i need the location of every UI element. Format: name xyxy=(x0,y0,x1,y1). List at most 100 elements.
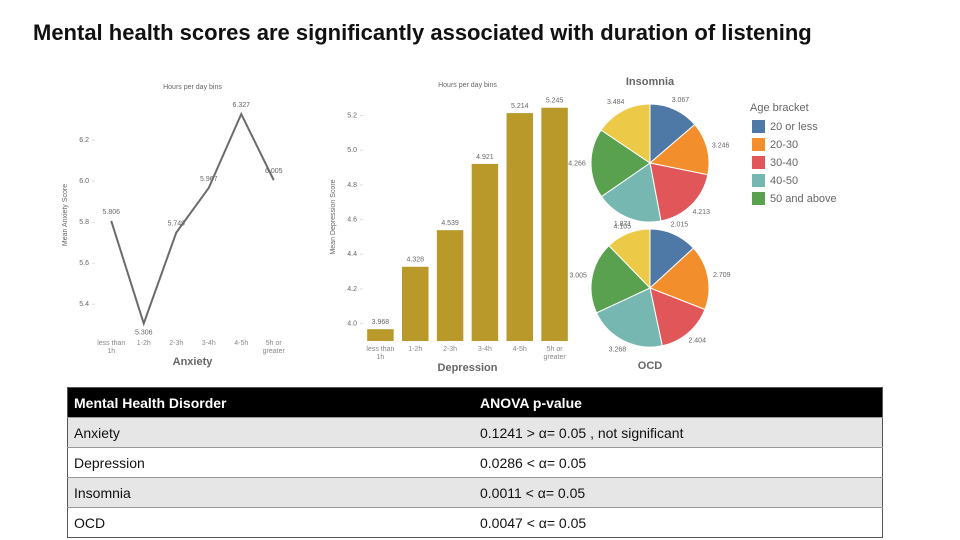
table-cell: OCD xyxy=(67,507,474,538)
pie-slice xyxy=(648,123,710,176)
pie-slice xyxy=(608,228,651,290)
data-label: 3.268 xyxy=(609,347,627,354)
table-cell: Depression xyxy=(67,447,474,478)
x-tick-label: 2-3h xyxy=(443,346,458,353)
data-label: 4.539 xyxy=(441,220,459,227)
legend-label: 20 or less xyxy=(770,121,818,133)
y-tick-label: 4.6 xyxy=(347,216,357,223)
table-row: Anxiety 0.1241 > α= 0.05 , not significan… xyxy=(67,417,883,448)
x-tick-label: 3-4h xyxy=(477,346,492,353)
pie-slice xyxy=(590,129,651,198)
x-tick-label: 2-3h xyxy=(169,340,184,347)
table-header: Mental Health Disorder ANOVA p-value xyxy=(67,387,883,418)
data-label: 4.328 xyxy=(406,257,424,264)
bar xyxy=(541,107,568,341)
x-tick-label: 5h or greater xyxy=(262,340,285,355)
data-label: 5.806 xyxy=(102,209,120,216)
x-tick-label: less than 1h xyxy=(366,346,395,361)
legend-label: 30-40 xyxy=(770,157,798,169)
data-label: 3.246 xyxy=(712,142,730,149)
x-tick-label: 3-4h xyxy=(201,340,216,347)
data-label: 3.968 xyxy=(372,319,390,326)
chart-subtitle: Hours per day bins xyxy=(438,82,497,89)
y-tick-label: 5.8 xyxy=(79,219,89,226)
table-cell: 0.0047 < α= 0.05 xyxy=(474,507,883,538)
pie-slice xyxy=(649,247,710,311)
table-cell: 0.1241 > α= 0.05 , not significant xyxy=(474,417,883,448)
legend-swatch xyxy=(752,138,765,151)
chart-title: Insomnia xyxy=(626,76,675,88)
line xyxy=(110,111,275,327)
data-label: 5.306 xyxy=(135,329,153,336)
chart-subtitle: Hours per day bins xyxy=(163,84,222,91)
bar xyxy=(471,163,499,341)
pie-slice xyxy=(600,103,651,164)
x-tick-label: 4-5h xyxy=(512,346,527,353)
bar xyxy=(367,329,394,341)
bar xyxy=(402,266,429,341)
y-tick-label: 5.0 xyxy=(347,147,357,154)
header-cell: ANOVA p-value xyxy=(474,387,883,418)
chart-title: OCD xyxy=(638,360,663,372)
pie-slice xyxy=(595,287,663,348)
data-label: 6.327 xyxy=(232,102,250,109)
y-axis-label: Mean Anxiety Score xyxy=(62,184,69,246)
legend-label: 20-30 xyxy=(770,139,798,151)
data-label: 5.749 xyxy=(167,220,185,227)
data-label: 5.967 xyxy=(200,176,218,183)
data-label: 5.245 xyxy=(546,98,564,105)
data-label: 3.484 xyxy=(607,99,625,106)
pie-slice xyxy=(590,244,651,314)
pie-slice xyxy=(649,162,709,222)
table-cell: 0.0011 < α= 0.05 xyxy=(474,477,883,508)
data-label: 4.266 xyxy=(568,160,586,167)
slide-title: Mental health scores are significantly a… xyxy=(33,20,812,45)
y-tick-label: 5.6 xyxy=(79,260,89,267)
legend-label: 50 and above xyxy=(770,193,837,205)
chart-title: Anxiety xyxy=(173,356,214,368)
y-axis-label: Mean Depression Score xyxy=(330,179,337,254)
data-label: 4.213 xyxy=(692,209,710,216)
legend-title: Age bracket xyxy=(750,102,809,114)
table-row: Depression 0.0286 < α= 0.05 xyxy=(67,447,883,478)
table-cell: 0.0286 < α= 0.05 xyxy=(474,447,883,478)
data-label: 5.214 xyxy=(511,103,529,110)
y-tick-label: 4.0 xyxy=(347,321,357,328)
data-label: 1.871 xyxy=(614,221,632,228)
x-tick-label: 1-2h xyxy=(408,346,423,353)
data-label: 3.067 xyxy=(672,97,690,104)
data-label: 2.404 xyxy=(688,337,706,344)
legend-swatch xyxy=(752,192,765,205)
y-tick-label: 6.2 xyxy=(79,137,89,144)
x-tick-label: less than 1h xyxy=(97,340,126,355)
legend-swatch xyxy=(752,156,765,169)
y-tick-label: 5.2 xyxy=(347,112,357,119)
table-row: OCD 0.0047 < α= 0.05 xyxy=(67,507,883,538)
x-tick-label: 5h or greater xyxy=(543,346,566,361)
legend-swatch xyxy=(752,174,765,187)
data-label: 2.709 xyxy=(713,272,731,279)
x-tick-label: 1-2h xyxy=(136,340,151,347)
x-tick-label: 4-5h xyxy=(234,340,249,347)
table-row: Insomnia 0.0011 < α= 0.05 xyxy=(67,477,883,508)
pie-slice xyxy=(600,162,662,223)
data-label: 6.005 xyxy=(265,168,283,175)
chart-title: Depression xyxy=(438,362,498,374)
data-label: 4.921 xyxy=(476,154,494,161)
bar xyxy=(506,113,533,341)
data-label: 4.105 xyxy=(614,224,632,231)
data-label: 2.015 xyxy=(671,222,689,229)
data-label: 3.005 xyxy=(569,272,587,279)
y-tick-label: 4.8 xyxy=(347,182,357,189)
bar xyxy=(436,230,464,341)
y-tick-label: 5.4 xyxy=(79,301,89,308)
y-tick-label: 6.0 xyxy=(79,178,89,185)
legend-swatch xyxy=(752,120,765,133)
anova-table: Mental Health Disorder ANOVA p-value Anx… xyxy=(67,387,883,538)
header-cell: Mental Health Disorder xyxy=(67,387,474,418)
y-tick-label: 4.4 xyxy=(347,251,357,258)
table-cell: Anxiety xyxy=(67,417,474,448)
table-cell: Insomnia xyxy=(67,477,474,508)
